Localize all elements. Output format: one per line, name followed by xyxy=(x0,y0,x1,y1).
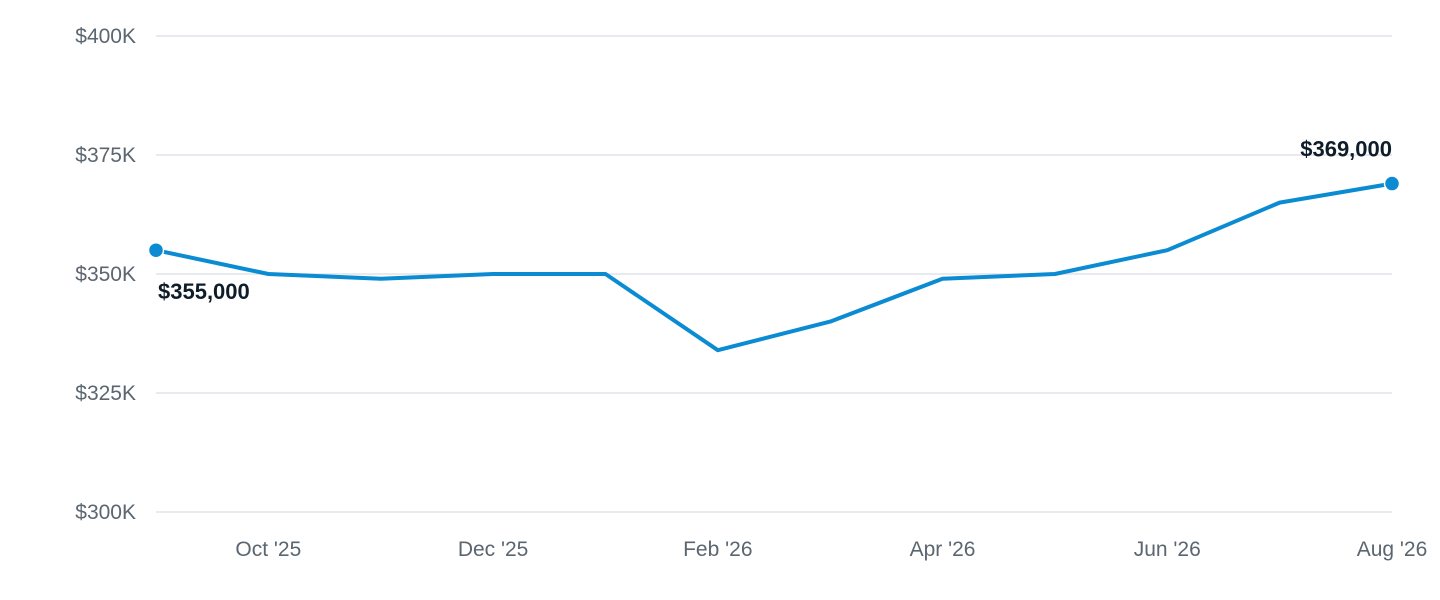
x-axis-ticks: Oct '25 Dec '25 Feb '26 Apr '26 Jun '26 Aug '… xyxy=(235,538,1427,561)
data-label: $369,000 xyxy=(1300,137,1392,162)
data-labels: $355,000 $369,000 xyxy=(158,137,1392,305)
x-tick-label: Jun '26 xyxy=(1134,538,1201,561)
x-tick-label: Oct '25 xyxy=(235,538,301,561)
data-label: $355,000 xyxy=(158,279,250,304)
y-axis-ticks: $300K $325K $350K $375K $400K xyxy=(75,25,136,524)
series-line xyxy=(154,181,1394,353)
y-tick-label: $350K xyxy=(75,263,136,286)
data-point xyxy=(1383,175,1401,192)
y-tick-label: $375K xyxy=(75,144,136,167)
x-tick-label: Feb '26 xyxy=(683,538,752,561)
x-tick-label: Apr '26 xyxy=(910,538,976,561)
x-tick-label: Aug '26 xyxy=(1357,538,1428,561)
y-tick-label: $400K xyxy=(75,25,136,48)
grid-layer xyxy=(156,35,1392,513)
y-tick-label: $325K xyxy=(75,382,136,405)
x-tick-label: Dec '25 xyxy=(458,538,529,561)
data-point xyxy=(147,241,165,259)
series-layer xyxy=(147,175,1401,353)
y-tick-label: $300K xyxy=(75,501,136,524)
